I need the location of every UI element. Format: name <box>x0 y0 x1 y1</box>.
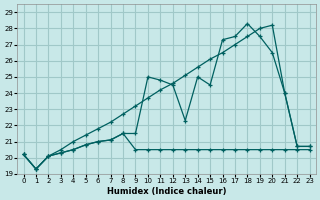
X-axis label: Humidex (Indice chaleur): Humidex (Indice chaleur) <box>107 187 226 196</box>
